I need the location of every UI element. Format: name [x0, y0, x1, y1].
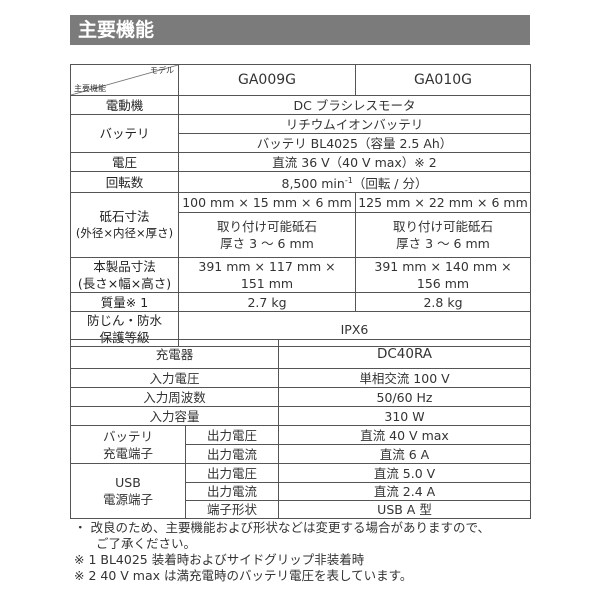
table-row: 充電器 DC40RA — [69, 339, 532, 369]
weight-ga010g: 2.8 kg — [355, 292, 531, 313]
wheel-ga010g: 125 mm × 22 mm × 6 mm — [355, 192, 531, 214]
input-voltage-label: 入力電圧 — [69, 368, 280, 388]
corner-model-label: モデル — [150, 66, 174, 75]
table-row: モデル主要機能 GA009G GA010G — [70, 64, 531, 96]
battery-out-a: 直流 6 A — [278, 444, 532, 464]
rpm-value: 8,500 min-1（回転 / 分） — [178, 170, 531, 194]
size-line-1: 391 mm × 117 mm × — [198, 259, 336, 275]
table-row: 電動機 DC ブラシレスモータ — [70, 95, 531, 115]
size-label: 本製品寸法 (長さ×幅×高さ) — [70, 257, 179, 294]
usb-shape: USB A 型 — [278, 500, 532, 519]
usb-out-v: 直流 5.0 V — [278, 463, 532, 483]
table-row: バッテリ 充電端子 出力電圧 直流 40 V max — [70, 425, 532, 464]
table-row: 電圧 直流 36 V（40 V max）※ 2 — [70, 152, 531, 172]
wheel-ga009g: 100 mm × 15 mm × 6 mm — [178, 192, 356, 214]
table-row: 本製品寸法 (長さ×幅×高さ) 391 mm × 117 mm × 151 mm 3… — [70, 257, 531, 294]
input-capacity-value: 310 W — [278, 406, 532, 426]
mount-line-1: 取り付け可能砥石 — [392, 219, 493, 235]
weight-label: 質量※ 1 — [70, 292, 179, 313]
voltage-label: 電圧 — [70, 152, 179, 172]
table-row: 入力周波数 50/60 Hz — [69, 387, 532, 407]
notes: ・ 改良のため、主要機能および形状などは変更する場合がありますので、 ご了承くだ… — [74, 520, 490, 584]
note-1-cont: ご了承ください。 — [96, 536, 197, 551]
note-1: ・ 改良のため、主要機能および形状などは変更する場合がありますので、 — [74, 520, 490, 535]
size-line-2: 156 mm — [416, 276, 470, 292]
wheel-mount-ga010g: 取り付け可能砥石 厚さ 3 ～ 6 mm — [355, 212, 531, 259]
table-row: 質量※ 1 2.7 kg 2.8 kg — [70, 292, 531, 313]
mount-line-2: 厚さ 3 ～ 6 mm — [220, 236, 314, 252]
size-ga010g: 391 mm × 140 mm × 156 mm — [355, 257, 531, 294]
usb-terminal-label: USB 電源端子 — [70, 463, 186, 519]
input-freq-label: 入力周波数 — [69, 387, 280, 407]
battery-value-1: リチウムイオンバッテリ — [178, 114, 531, 134]
mount-line-2: 厚さ 3 ～ 6 mm — [396, 236, 490, 252]
wheel-label: 砥石寸法 (外径×内径×厚さ) — [70, 192, 179, 259]
table-row: 入力電圧 単相交流 100 V — [69, 368, 532, 388]
charger-label: 充電器 — [69, 339, 280, 369]
size-label-2: (長さ×幅×高さ) — [77, 276, 172, 292]
table-row: 入力容量 310 W — [69, 406, 532, 426]
charger-table: 充電器 DC40RA 入力電圧 単相交流 100 V 入力周波数 50/60 H… — [69, 339, 532, 519]
wheel-label-2: (外径×内径×厚さ) — [75, 226, 174, 241]
size-label-1: 本製品寸法 — [93, 259, 156, 275]
battery-out-a-label: 出力電流 — [184, 444, 280, 464]
motor-label: 電動機 — [70, 95, 179, 115]
usb-out-a-label: 出力電流 — [184, 482, 280, 501]
protection-label-1: 防じん・防水 — [86, 313, 162, 329]
model-ga009g: GA009G — [178, 64, 356, 96]
wheel-label-1: 砥石寸法 — [99, 209, 150, 225]
size-ga009g: 391 mm × 117 mm × 151 mm — [178, 257, 356, 294]
input-voltage-value: 単相交流 100 V — [278, 368, 532, 388]
usb-out-v-label: 出力電圧 — [184, 463, 280, 483]
usb-out-a: 直流 2.4 A — [278, 482, 532, 501]
battery-out-v-label: 出力電圧 — [184, 425, 280, 445]
input-freq-value: 50/60 Hz — [278, 387, 532, 407]
motor-value: DC ブラシレスモータ — [178, 95, 531, 115]
rpm-sup: -1 — [344, 176, 353, 185]
note-3: ※ 2 40 V max は満充電時のバッテリ電圧を表しています。 — [74, 568, 413, 583]
note-2: ※ 1 BL4025 装着時およびサイドグリップ非装着時 — [74, 552, 365, 567]
wheel-mount-ga009g: 取り付け可能砥石 厚さ 3 ～ 6 mm — [178, 212, 356, 259]
battery-terminal-label-2: 充電端子 — [102, 445, 153, 461]
usb-shape-label: 端子形状 — [184, 500, 280, 519]
table-row: 端子形状 USB A 型 — [71, 500, 532, 519]
usb-terminal-label-1: USB — [115, 475, 141, 490]
weight-ga009g: 2.7 kg — [178, 292, 356, 313]
size-line-1: 391 mm × 140 mm × — [374, 259, 512, 275]
mount-line-1: 取り付け可能砥石 — [216, 219, 317, 235]
spec-table: モデル主要機能 GA009G GA010G 電動機 DC ブラシレスモータ バッ… — [70, 64, 531, 348]
usb-terminal-label-2: 電源端子 — [102, 492, 153, 507]
table-row: 取り付け可能砥石 厚さ 3 ～ 6 mm 取り付け可能砥石 厚さ 3 ～ 6 mm — [71, 212, 531, 259]
battery-terminal-label-1: バッテリ — [102, 428, 153, 444]
table-row: USB 電源端子 出力電圧 直流 5.0 V — [70, 463, 532, 519]
table-row: 砥石寸法 (外径×内径×厚さ) 100 mm × 15 mm × 6 mm 125… — [70, 192, 531, 259]
input-capacity-label: 入力容量 — [69, 406, 280, 426]
corner-cell: モデル主要機能 — [70, 64, 179, 96]
rpm-label: 回転数 — [70, 170, 179, 194]
charger-model: DC40RA — [278, 339, 532, 369]
battery-label: バッテリ — [70, 114, 179, 153]
rpm-number: 8,500 min — [281, 176, 345, 192]
table-row: 出力電流 直流 2.4 A — [71, 482, 532, 501]
model-ga010g: GA010G — [355, 64, 531, 96]
battery-value-2: バッテリ BL4025（容量 2.5 Ah） — [178, 133, 531, 153]
table-row: 回転数 8,500 min-1（回転 / 分） — [70, 170, 531, 194]
battery-terminal-label: バッテリ 充電端子 — [70, 425, 186, 464]
size-line-2: 151 mm — [240, 276, 294, 292]
section-title: 主要機能 — [70, 15, 530, 45]
table-row: バッテリ リチウムイオンバッテリ — [70, 114, 531, 153]
battery-out-v: 直流 40 V max — [278, 425, 532, 445]
corner-feature-label: 主要機能 — [74, 84, 106, 93]
voltage-value: 直流 36 V（40 V max）※ 2 — [178, 152, 531, 172]
rpm-suffix: （回転 / 分） — [352, 176, 428, 192]
